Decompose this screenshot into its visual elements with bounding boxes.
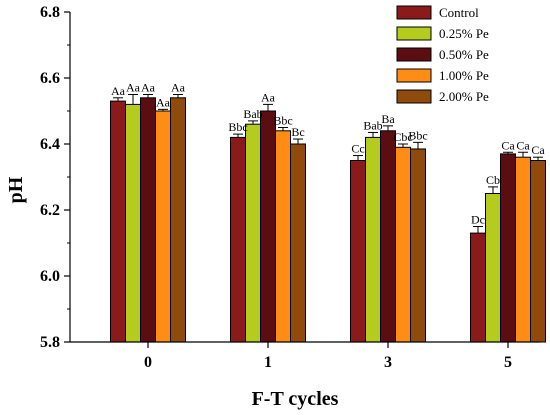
bars-layer (110, 97, 546, 343)
bar (365, 136, 381, 343)
bar (125, 103, 141, 343)
bar-label: Aa (111, 84, 126, 98)
x-tick-label: 5 (504, 354, 512, 371)
bar (275, 130, 291, 343)
x-tick-label: 1 (264, 354, 272, 371)
legend-label: 0.50% Pe (439, 47, 489, 62)
bar (350, 160, 366, 343)
legend-swatch (396, 47, 432, 62)
legend-swatch (396, 89, 432, 104)
bar (170, 97, 186, 343)
legend-swatch (396, 26, 432, 41)
bar (230, 136, 246, 343)
bar-label: Bab (243, 107, 262, 121)
bar (470, 232, 486, 343)
y-tick-label: 6.6 (40, 70, 60, 87)
bar (410, 148, 426, 343)
x-tick-label: 0 (144, 354, 152, 371)
legend-swatch (396, 68, 432, 83)
legend-swatch (396, 5, 432, 20)
y-tick-label: 6.8 (40, 4, 60, 21)
bar-label: Bc (291, 125, 304, 139)
bar (110, 100, 126, 343)
bar-label: Bab (363, 118, 382, 132)
bar (380, 130, 396, 343)
bar-label: Cbc (393, 130, 412, 144)
bar (260, 110, 276, 343)
x-tick-label: 3 (384, 354, 392, 371)
y-tick-label: 6.0 (40, 268, 60, 285)
bar-label: Ca (516, 138, 530, 152)
bar-label: Ca (531, 143, 545, 157)
bar-label: Aa (156, 95, 171, 109)
bar (290, 143, 306, 343)
bar-labels-layer: Aa Aa AaAaAaBbcBabAaBbcBcCcBabBaCbcBbcDcCb… (111, 81, 545, 227)
bar-label: Bbc (273, 114, 292, 128)
legend: Control 0.25% Pe 0.50% Pe 1.00% Pe 2.00% Pe (396, 5, 489, 104)
bar-label: Ba (381, 112, 395, 126)
bar (395, 146, 411, 343)
bar (245, 123, 261, 343)
y-tick-label: 5.8 (40, 334, 60, 351)
bar-label: Aa (171, 81, 186, 95)
bar-label: Aa (141, 81, 156, 95)
bar-label: Cc (351, 142, 364, 156)
legend-label: 2.00% Pe (439, 89, 489, 104)
y-tick-label: 6.2 (40, 202, 60, 219)
bar-label: Cb (486, 173, 500, 187)
x-axis-title: F-T cycles (252, 388, 339, 410)
bar-label: Bbc (228, 120, 247, 134)
bar (140, 97, 156, 343)
bar-label: Bbc (408, 128, 427, 142)
bar-label: Aa (126, 81, 141, 95)
bar (485, 193, 501, 343)
bar (530, 160, 546, 343)
bar (155, 110, 171, 343)
y-tick-label: 6.4 (40, 136, 60, 153)
legend-label: 0.25% Pe (439, 26, 489, 41)
bar-label: Ca (501, 138, 515, 152)
y-axis-title: pH (5, 176, 27, 203)
error-bars-layer (113, 94, 543, 234)
bar (515, 156, 531, 343)
axes-layer: 5.8 6.0 6.2 6.4 6.6 6.8 0 1 3 5 (40, 4, 540, 371)
legend-label: 1.00% Pe (439, 68, 489, 83)
bar-label: Dc (471, 213, 485, 227)
bar (500, 153, 516, 343)
legend-label: Control (439, 5, 479, 20)
bar-label: Aa (261, 90, 276, 104)
